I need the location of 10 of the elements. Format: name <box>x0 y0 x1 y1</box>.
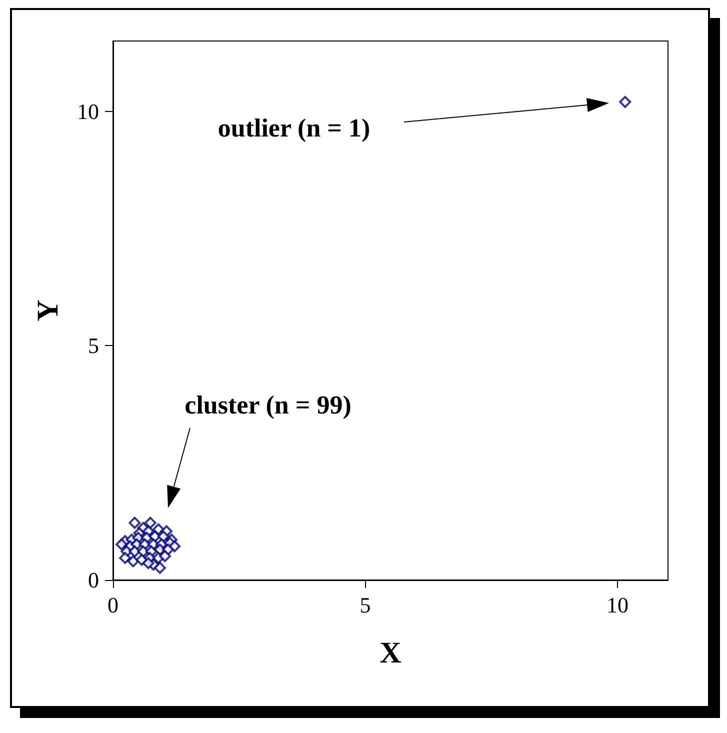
y-axis-title: Y <box>32 299 64 322</box>
y-tick-label: 5 <box>88 333 99 358</box>
x-tick-label: 0 <box>108 592 118 618</box>
y-tick-label: 10 <box>77 98 99 124</box>
annotation: cluster (n = 99) <box>184 390 352 420</box>
x-tick-label: 10 <box>606 592 629 618</box>
x-tick-label: 5 <box>360 592 371 618</box>
x-axis-title: X <box>380 636 402 670</box>
y-tick-label: 0 <box>88 568 99 592</box>
annotation: outlier (n = 1) <box>218 114 370 142</box>
